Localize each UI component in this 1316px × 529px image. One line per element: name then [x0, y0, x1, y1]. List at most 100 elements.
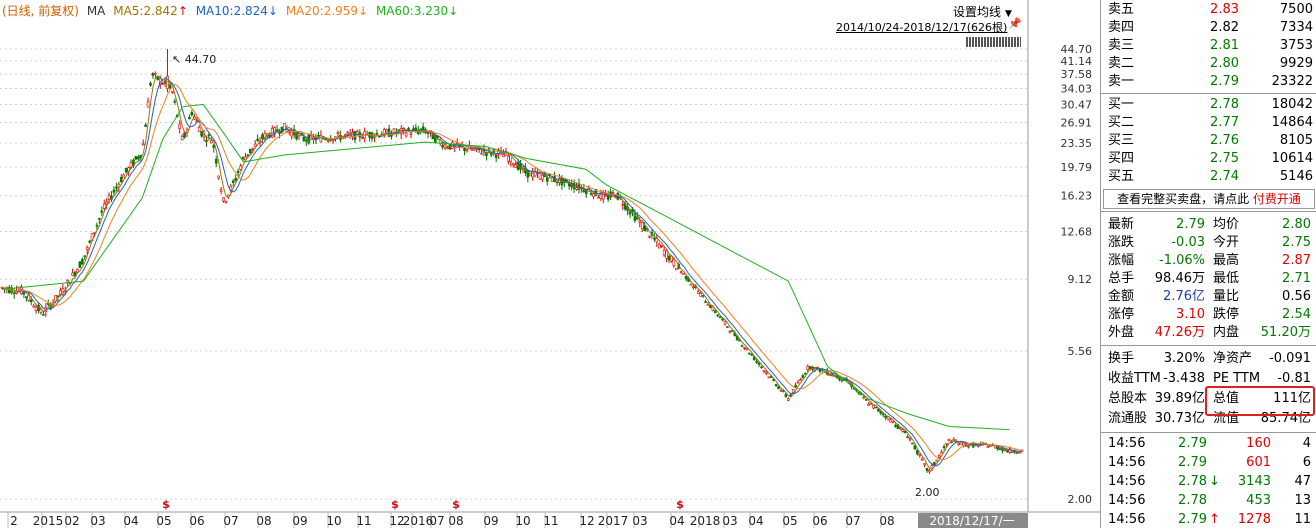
candle-body [796, 381, 800, 384]
candle-body [441, 144, 444, 148]
candle-body [485, 152, 488, 156]
ask-row[interactable]: 卖一 2.79 23322 [1101, 73, 1316, 91]
candle-body [748, 352, 751, 355]
candle-body [621, 204, 625, 206]
candle-body [446, 147, 449, 150]
candle-body [597, 196, 600, 199]
fund-value: 3.20% [1163, 351, 1205, 366]
ma10-value: MA10:2.824 [195, 4, 268, 18]
x-axis-pad [1029, 513, 1100, 528]
ask-row[interactable]: 卖四 2.82 7334 [1101, 19, 1316, 37]
candle-body [679, 271, 683, 273]
candle-body [918, 454, 922, 457]
candle-body [141, 143, 145, 146]
pin-icon[interactable]: 📌 [1008, 17, 1022, 30]
ask-row[interactable]: 卖二 2.80 9929 [1101, 55, 1316, 73]
x-tick-label: 02 [64, 514, 79, 528]
divider [1101, 211, 1316, 212]
candle-body [249, 148, 252, 153]
low-annotation: 2.00 [915, 486, 940, 499]
x-tick-label: 04 [748, 514, 763, 528]
candle-body [404, 132, 408, 137]
candle-body [767, 376, 771, 379]
bid-row[interactable]: 买二 2.77 14864 [1101, 114, 1316, 132]
stat-row: 涨停 3.10 跌停 2.54 [1101, 306, 1316, 324]
candle-body [214, 158, 218, 164]
stat-row: 涨跌 -0.03 今开 2.75 [1101, 234, 1316, 252]
candle-body [957, 443, 961, 446]
ask-row[interactable]: 卖五 2.83 7500 [1101, 1, 1316, 19]
bid-row[interactable]: 买四 2.75 10614 [1101, 150, 1316, 168]
candle-body [745, 348, 749, 351]
bid-row[interactable]: 买一 2.78 18042 [1101, 96, 1316, 114]
candle-body [601, 192, 605, 200]
candle-body [614, 196, 617, 199]
candle-body [743, 347, 746, 349]
candle-body [638, 220, 642, 223]
kline-chart[interactable]: 44.70 41.14 37.58 34.03 30.47 26.91 23.35 19.79… [0, 0, 1100, 528]
tick-count: 4 [1302, 436, 1311, 451]
candle-body [137, 156, 140, 160]
candle-body [470, 148, 474, 151]
candle-body [864, 399, 868, 401]
ask-price: 2.80 [1210, 56, 1239, 71]
quote-panel: 卖五 2.83 7500 卖四 2.82 7334 卖三 2.81 3753 卖… [1100, 0, 1316, 528]
candle-body [940, 451, 943, 455]
x-tick-label: 09 [292, 514, 307, 528]
date-range-label[interactable]: 2014/10/24-2018/12/17(626根) [836, 21, 1008, 34]
stat-label: 最低 [1213, 271, 1240, 286]
candle-body [180, 135, 184, 141]
full-orderbook-promo[interactable]: 查看完整买卖盘，请点此 付费开通 [1103, 189, 1315, 209]
ma-settings-button[interactable]: 设置均线 ▼ [953, 3, 1012, 20]
bid-label: 买三 [1108, 133, 1135, 148]
tick-price: 2.79 [1178, 436, 1207, 451]
candle-body [791, 389, 795, 393]
candle-body [653, 237, 656, 240]
x-tick-label: 03 [632, 514, 647, 528]
candle-body [648, 235, 651, 238]
y-tick-label: 30.47 [1061, 99, 1093, 112]
candle-body [723, 321, 727, 325]
candle-body [1008, 448, 1012, 453]
candle-body [689, 283, 693, 286]
stat-label: 外盘 [1108, 325, 1135, 340]
bid-price: 2.74 [1210, 169, 1239, 184]
candle-body [967, 445, 970, 448]
ask-price: 2.82 [1210, 20, 1239, 35]
candle-body [779, 390, 783, 392]
fund-label: 收益TTM [1108, 371, 1161, 386]
fundamental-row: 收益TTM -3.438 PE TTM -0.81 [1101, 370, 1316, 388]
ma5-arrow: ↑ [177, 4, 188, 18]
ask-price: 2.83 [1210, 2, 1239, 17]
candle-body [750, 354, 754, 356]
candle-body [78, 261, 82, 268]
candle-body [54, 294, 57, 302]
candle-body [801, 375, 805, 378]
fund-value: 30.73亿 [1154, 411, 1205, 426]
bid-row[interactable]: 买三 2.76 8105 [1101, 132, 1316, 150]
stat-value: 2.76亿 [1163, 289, 1205, 304]
bid-row[interactable]: 买五 2.74 5146 [1101, 168, 1316, 186]
candle-body [806, 365, 810, 370]
bid-volume: 10614 [1271, 151, 1313, 166]
tick-row: 14:56 2.79 160 4 [1101, 434, 1316, 453]
chart-toolbar-icons[interactable] [966, 37, 1021, 47]
candle-body [234, 178, 237, 181]
candle-body [124, 167, 128, 173]
candle-body [83, 255, 87, 257]
x-tick-label: 11 [356, 514, 371, 528]
ask-row[interactable]: 卖三 2.81 3753 [1101, 37, 1316, 55]
candle-body [102, 203, 106, 209]
candle-body [117, 183, 121, 188]
tick-volume: 453 [1246, 493, 1271, 508]
divider [1101, 93, 1316, 94]
candle-body [906, 436, 909, 439]
paid-upgrade-link[interactable]: 付费开通 [1252, 192, 1301, 206]
y-tick-label: 37.58 [1061, 68, 1093, 81]
stat-value: -0.03 [1171, 235, 1205, 250]
ask-label: 卖二 [1108, 56, 1135, 71]
x-tick-label: 04 [123, 514, 138, 528]
candle-body [71, 272, 74, 276]
stat-label: 最新 [1108, 217, 1135, 232]
